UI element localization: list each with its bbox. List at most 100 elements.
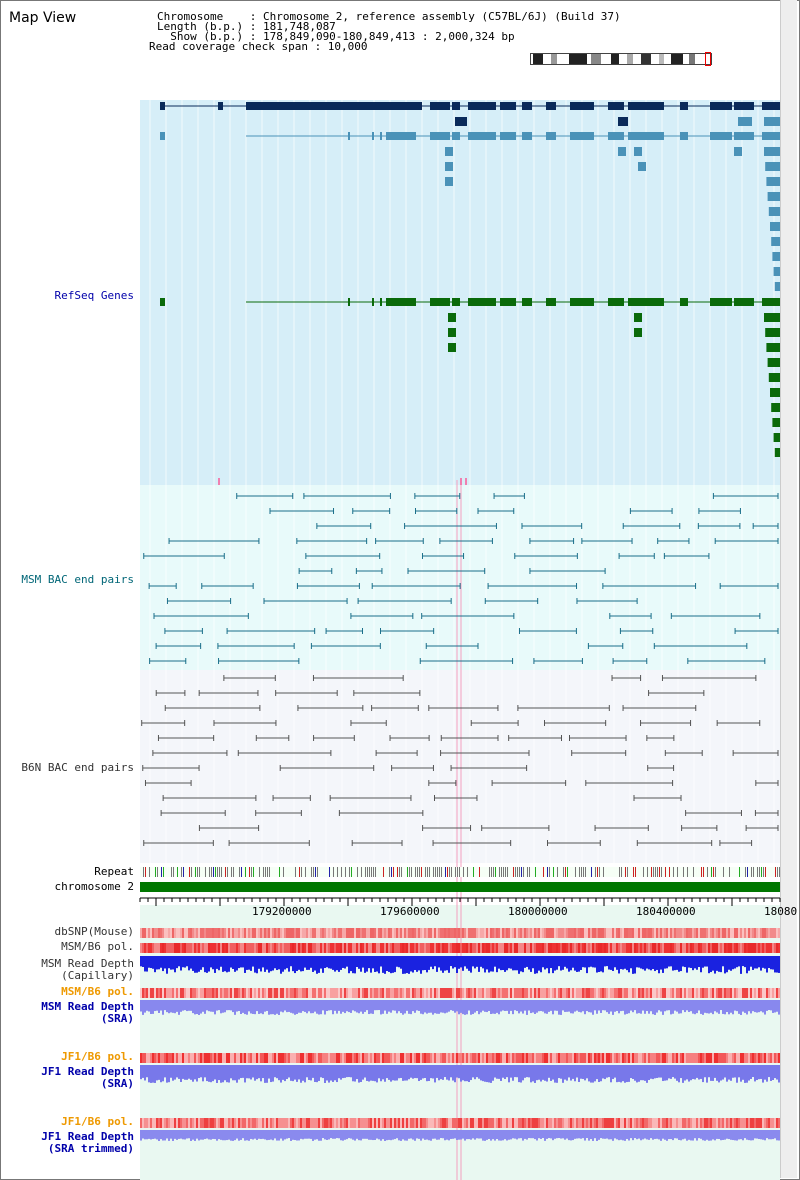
depth-bar [766, 1065, 768, 1082]
heatmap-cell [294, 1053, 296, 1063]
heatmap-cell [160, 1053, 162, 1063]
heatmap-cell [474, 943, 476, 953]
heatmap-cell [660, 1053, 662, 1063]
heatmap-cell [674, 1118, 676, 1128]
repeat-mark [199, 867, 200, 877]
heatmap-cell [694, 1053, 696, 1063]
depth-bar [294, 1130, 296, 1141]
heatmap-cell [612, 1118, 614, 1128]
msm-bac-label[interactable]: MSM BAC end pairs [21, 573, 134, 586]
heatmap-cell [276, 1053, 278, 1063]
msm-bac-track[interactable] [140, 485, 780, 670]
heatmap-cell [582, 928, 584, 938]
depth-bar [308, 1130, 310, 1139]
heatmap-cell [636, 1118, 638, 1128]
depth-bar [656, 1130, 658, 1139]
depth-bar [760, 1000, 762, 1012]
heatmap-cell [616, 1053, 618, 1063]
heatmap-cell [380, 1053, 382, 1063]
chromosome-ideogram[interactable] [530, 52, 712, 66]
depth-bar [240, 1065, 242, 1079]
heatmap-cell [478, 1053, 480, 1063]
depth-bar [546, 1065, 548, 1082]
heatmap-cell [728, 1118, 730, 1128]
heatmap-cell [564, 1053, 566, 1063]
heatmap-cell [686, 1118, 688, 1128]
depth-bar [212, 1130, 214, 1139]
heatmap-cell [612, 988, 614, 998]
heatmap-cell [712, 1053, 714, 1063]
heatmap-cell [764, 1118, 766, 1128]
b6n-bac-label[interactable]: B6N BAC end pairs [21, 761, 134, 774]
gene-exon [618, 117, 628, 126]
depth-bar [570, 956, 572, 971]
depth-bar [388, 956, 390, 972]
depth-bar [140, 1130, 142, 1141]
heatmap-cell [264, 988, 266, 998]
heatmap-cell [768, 928, 770, 938]
heatmap-cell [440, 1053, 442, 1063]
depth-bar [706, 1130, 708, 1140]
repeat-mark [753, 867, 754, 877]
depth-bar [574, 1000, 576, 1012]
depth-bar [312, 1000, 314, 1014]
heatmap-cell [388, 1118, 390, 1128]
depth-bar [156, 1065, 158, 1081]
heatmap-cell [282, 943, 284, 953]
depth-bar [250, 1130, 252, 1139]
depth-bar [226, 1000, 228, 1011]
heatmap-cell [200, 1118, 202, 1128]
heatmap-cell [164, 1053, 166, 1063]
depth-bar [556, 1130, 558, 1139]
heatmap-cell [570, 928, 572, 938]
depth-bar [158, 1065, 160, 1080]
depth-bar [494, 1000, 496, 1014]
depth-bar [392, 1000, 394, 1011]
heatmap-cell [238, 1053, 240, 1063]
depth-bar [776, 1065, 778, 1080]
heatmap-cell [596, 928, 598, 938]
depth-bar [342, 1065, 344, 1079]
depth-bar [500, 1065, 502, 1081]
heatmap-cell [624, 928, 626, 938]
depth-bar [416, 1000, 418, 1011]
heatmap-cell [738, 928, 740, 938]
heatmap-cell [432, 943, 434, 953]
depth-bar [694, 1130, 696, 1139]
heatmap-cell [246, 988, 248, 998]
refseq-track[interactable] [140, 100, 780, 485]
heatmap-cell [572, 1118, 574, 1128]
heatmap-cell [538, 988, 540, 998]
repeat-mark [627, 867, 628, 877]
heatmap-cell [466, 1053, 468, 1063]
depth-bar [464, 1000, 466, 1015]
heatmap-cell [178, 1118, 180, 1128]
depth-bar [386, 1065, 388, 1079]
depth-bar [746, 1065, 748, 1083]
refseq-label[interactable]: RefSeq Genes [54, 289, 134, 302]
depth-bar [592, 956, 594, 968]
heatmap-cell [672, 928, 674, 938]
repeat-mark [383, 867, 384, 877]
depth-bar [196, 1000, 198, 1015]
heatmap-cell [698, 943, 700, 953]
heatmap-cell [662, 928, 664, 938]
depth-bar [214, 1000, 216, 1015]
depth-bar [248, 1130, 250, 1141]
heatmap-cell [178, 943, 180, 953]
heatmap-cell [548, 943, 550, 953]
depth-bar [328, 956, 330, 969]
heatmap-cell [308, 1053, 310, 1063]
heatmap-cell [414, 1118, 416, 1128]
heatmap-cell [634, 943, 636, 953]
heatmap-cell [512, 988, 514, 998]
depth-bar [422, 1000, 424, 1015]
heatmap-cell [696, 988, 698, 998]
heatmap-cell [526, 1053, 528, 1063]
heatmap-cell [306, 988, 308, 998]
heatmap-cell [704, 943, 706, 953]
heatmap-cell [370, 928, 372, 938]
repeat-mark [765, 867, 766, 877]
heatmap-cell [140, 943, 142, 953]
